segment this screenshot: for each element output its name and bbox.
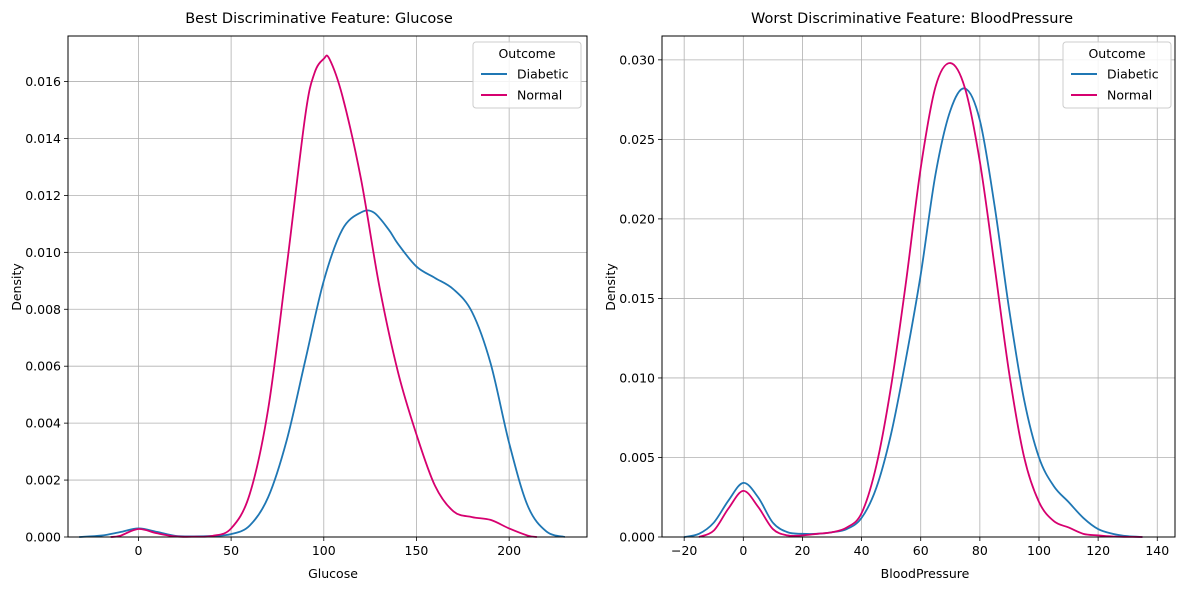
- x-tick-label: 150: [405, 543, 429, 558]
- y-axis-label: Density: [9, 263, 24, 311]
- y-axis-label: Density: [603, 263, 618, 311]
- x-axis-label: Glucose: [308, 566, 358, 581]
- x-tick-label: 140: [1145, 543, 1169, 558]
- y-tick-label: 0.010: [619, 370, 655, 385]
- y-tick-label: 0.000: [25, 530, 61, 545]
- x-tick-label: 100: [1027, 543, 1051, 558]
- x-tick-label: −20: [671, 543, 697, 558]
- y-tick-label: 0.005: [619, 450, 655, 465]
- legend-title: Outcome: [1088, 46, 1145, 61]
- x-tick-label: 60: [913, 543, 929, 558]
- legend-box: [1062, 41, 1172, 109]
- legend-label-diabetic: Diabetic: [1107, 67, 1159, 82]
- y-tick-label: 0.004: [25, 416, 61, 431]
- legend: Outcome Diabetic Normal: [1062, 41, 1172, 109]
- y-tick-label: 0.025: [619, 132, 655, 147]
- x-tick-label: 0: [739, 543, 747, 558]
- legend-box: [472, 41, 582, 109]
- series-line-normal: [698, 62, 1143, 538]
- y-tick-label: 0.020: [619, 211, 655, 226]
- x-tick-label: 40: [854, 543, 870, 558]
- legend-title: Outcome: [498, 46, 555, 61]
- axis-ticks: 0 50 100 150 200 0.000 0.002 0.004 0.006 0.008 0.0…: [25, 74, 521, 558]
- x-axis-label: BloodPressure: [881, 566, 970, 581]
- y-tick-label: 0.000: [619, 530, 655, 545]
- axis-ticks: −20 0 20 40 60 80 100 120 140 0.000 0.005 0.010 0.01…: [619, 52, 1169, 558]
- bloodpressure-density-panel: Worst Discriminative Feature: BloodPress…: [603, 11, 1176, 581]
- y-tick-label: 0.016: [25, 74, 61, 89]
- legend-label-diabetic: Diabetic: [517, 67, 569, 82]
- chart-title: Best Discriminative Feature: Glucose: [185, 11, 453, 27]
- y-tick-label: 0.008: [25, 302, 61, 317]
- y-tick-label: 0.030: [619, 52, 655, 67]
- x-tick-label: 100: [312, 543, 336, 558]
- x-tick-label: 50: [223, 543, 239, 558]
- y-tick-label: 0.010: [25, 245, 61, 260]
- legend-label-normal: Normal: [1107, 88, 1152, 103]
- y-tick-label: 0.006: [25, 359, 61, 374]
- glucose-density-panel: Best Discriminative Feature: Glucose 0 50…: [9, 11, 588, 581]
- plot-area: [683, 62, 1143, 538]
- x-tick-label: 20: [794, 543, 810, 558]
- series-line-diabetic: [683, 87, 1143, 538]
- axes-frame: [67, 35, 588, 538]
- legend-label-normal: Normal: [517, 88, 562, 103]
- y-tick-label: 0.012: [25, 188, 61, 203]
- x-tick-label: 200: [497, 543, 521, 558]
- x-tick-label: 0: [134, 543, 142, 558]
- y-tick-label: 0.002: [25, 473, 61, 488]
- grid-lines: [68, 36, 587, 538]
- legend: Outcome Diabetic Normal: [472, 41, 582, 109]
- x-tick-label: 120: [1086, 543, 1110, 558]
- y-tick-label: 0.014: [25, 131, 61, 146]
- y-tick-label: 0.015: [619, 291, 655, 306]
- axes-frame: [661, 35, 1176, 538]
- x-tick-label: 80: [972, 543, 988, 558]
- chart-title: Worst Discriminative Feature: BloodPress…: [751, 11, 1073, 27]
